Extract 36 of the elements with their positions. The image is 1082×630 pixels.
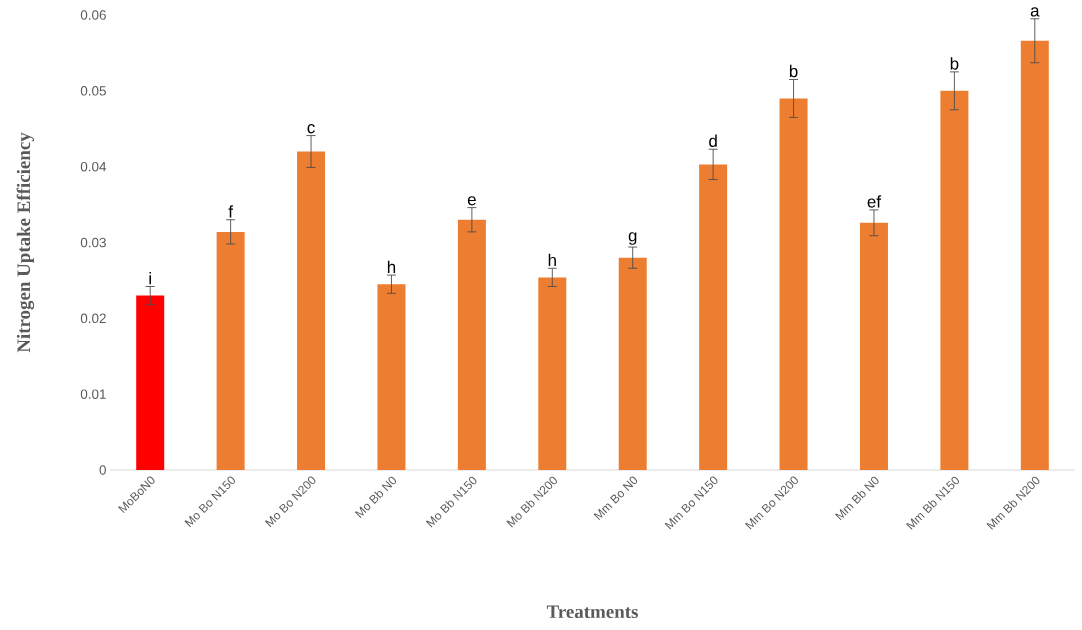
- y-tick-label: 0.03: [80, 237, 106, 248]
- annotation: i: [149, 272, 151, 285]
- x-tick-label: Mo Bb N0: [354, 476, 397, 518]
- x-tick-label: Mm Bo N0: [593, 476, 638, 521]
- annotation: a: [1030, 7, 1040, 17]
- annotation: g: [628, 232, 637, 245]
- y-tick-label: 0.01: [80, 389, 106, 399]
- bar: [136, 295, 165, 470]
- bar: [216, 231, 245, 470]
- bar: [618, 257, 647, 470]
- y-tick-label: 0: [99, 465, 106, 475]
- annotation: b: [950, 57, 959, 70]
- annotation: ef: [867, 195, 882, 208]
- annotation: b: [789, 64, 798, 78]
- y-tick-label: 0.04: [80, 161, 107, 172]
- y-tick-label: 0.06: [80, 10, 106, 20]
- bar: [699, 164, 728, 470]
- annotation: h: [387, 260, 396, 273]
- annotation: f: [228, 205, 234, 218]
- bar: [940, 90, 969, 470]
- bar: [538, 277, 567, 470]
- annotation: c: [307, 124, 315, 134]
- bar: [297, 151, 326, 470]
- y-tick-label: 0.05: [80, 86, 106, 96]
- bar: [859, 222, 888, 470]
- annotation: d: [709, 134, 717, 148]
- y-tick-label: 0.02: [80, 313, 106, 324]
- x-axis-title: Treatments: [546, 605, 638, 619]
- bar: [1020, 40, 1049, 470]
- annotation: h: [548, 253, 556, 267]
- x-tick-label: Mm Bb N0: [835, 476, 879, 521]
- bar: [457, 219, 486, 470]
- bar: [779, 98, 808, 470]
- annotation: e: [467, 196, 476, 206]
- y-axis-title: Nitrogen Uptake Efficiency: [16, 132, 35, 353]
- bar: [377, 284, 406, 470]
